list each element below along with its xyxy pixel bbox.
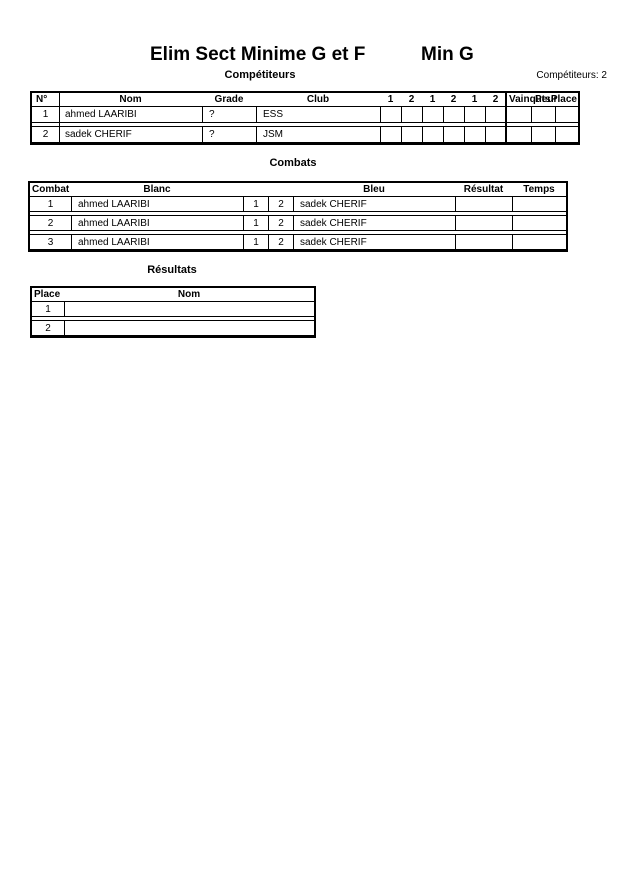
cell-score [422,127,443,142]
cell-pts [531,127,555,142]
category-label: Min G [421,44,474,65]
cell-score [464,127,485,142]
header-grade: Grade [214,94,244,105]
header-blanc: Blanc [143,184,171,195]
cell-score [401,127,422,142]
cell-combat-num: 3 [47,236,54,248]
competitor-row: 2 sadek CHERIF ? JSM [32,126,578,143]
results-table: Place Nom 1 2 [30,286,316,338]
header-score-1: 1 [387,94,394,105]
cell-resultat [455,216,512,230]
cell-resultat [455,235,512,249]
cell-place: 1 [45,303,51,315]
competitors-header-row: N° Nom Grade Club 1 2 1 2 1 2 Vainqueur … [32,93,578,106]
cell-combat-num: 2 [47,217,54,229]
header-club: Club [306,94,330,105]
combats-header-row: Combat Blanc Bleu Résultat Temps [30,183,566,196]
cell-bleu-no: 2 [268,235,293,249]
header-score-5: 1 [471,94,478,105]
cell-temps [512,235,566,249]
header-resultat: Résultat [463,184,504,195]
header-place: Place [34,289,61,300]
cell-place [555,127,578,142]
cell-num: 1 [42,109,49,120]
cell-temps [512,197,566,211]
cell-club: JSM [256,127,380,142]
header-score-6: 2 [492,94,499,105]
competitors-count: Compétiteurs: 2 [536,70,607,81]
header-score-2: 2 [408,94,415,105]
cell-temps [512,216,566,230]
cell-blanc-no: 1 [243,235,268,249]
result-row: 1 [32,301,314,317]
cell-blanc: ahmed LAARIBI [71,216,243,230]
header-score-4: 2 [450,94,457,105]
cell-bleu-no: 2 [268,197,293,211]
cell-nom [64,302,314,316]
cell-club: ESS [256,107,380,122]
cell-place [555,107,578,122]
header-temps: Temps [523,184,555,195]
cell-combat-num: 1 [47,198,54,210]
header-nom: Nom [177,289,201,300]
cell-bleu: sadek CHERIF [293,235,455,249]
cell-vainqueur [506,127,531,142]
cell-score [443,127,464,142]
section-heading-resultats: Résultats [147,264,197,276]
header-pts: Pts [535,94,551,105]
cell-score [380,107,401,122]
header-bleu: Bleu [363,184,385,195]
header-vainqueur: Vainqueur [509,94,558,105]
cell-score [380,127,401,142]
cell-score [422,107,443,122]
header-combat: Combat [32,184,70,195]
cell-blanc: ahmed LAARIBI [71,235,243,249]
cell-nom: sadek CHERIF [65,129,132,140]
cell-nom [64,321,314,335]
competitors-table: N° Nom Grade Club 1 2 1 2 1 2 Vainqueur … [30,91,580,145]
cell-bleu: sadek CHERIF [293,216,455,230]
cell-blanc-no: 1 [243,197,268,211]
cell-pts [531,107,555,122]
combat-row: 3 ahmed LAARIBI 1 2 sadek CHERIF [30,234,566,250]
header-nom: Nom [119,94,142,105]
cell-bleu: sadek CHERIF [293,197,455,211]
cell-score [464,107,485,122]
section-heading-combats: Combats [269,157,317,169]
cell-score [401,107,422,122]
combats-table: Combat Blanc Bleu Résultat Temps 1 ahmed… [28,181,568,252]
cell-grade: ? [202,127,256,142]
divider-num-col [59,93,60,143]
cell-bleu-no: 2 [268,216,293,230]
cell-score [485,127,506,142]
section-heading-competiteurs: Compétiteurs [224,69,296,81]
results-header-row: Place Nom [32,288,314,301]
cell-vainqueur [506,107,531,122]
cell-grade: ? [202,107,256,122]
cell-nom: ahmed LAARIBI [65,109,137,120]
cell-blanc-no: 1 [243,216,268,230]
combat-row: 2 ahmed LAARIBI 1 2 sadek CHERIF [30,215,566,231]
page-title: Elim Sect Minime G et F [150,44,366,65]
cell-score [485,107,506,122]
header-score-3: 1 [429,94,436,105]
result-row: 2 [32,320,314,336]
cell-blanc: ahmed LAARIBI [71,197,243,211]
competitor-row: 1 ahmed LAARIBI ? ESS [32,106,578,123]
header-num: N° [36,94,48,105]
cell-resultat [455,197,512,211]
divider-winner-col [505,93,507,143]
cell-place: 2 [45,322,51,334]
cell-score [443,107,464,122]
combat-row: 1 ahmed LAARIBI 1 2 sadek CHERIF [30,196,566,212]
header-place: Place [550,94,577,105]
cell-num: 2 [42,129,49,140]
